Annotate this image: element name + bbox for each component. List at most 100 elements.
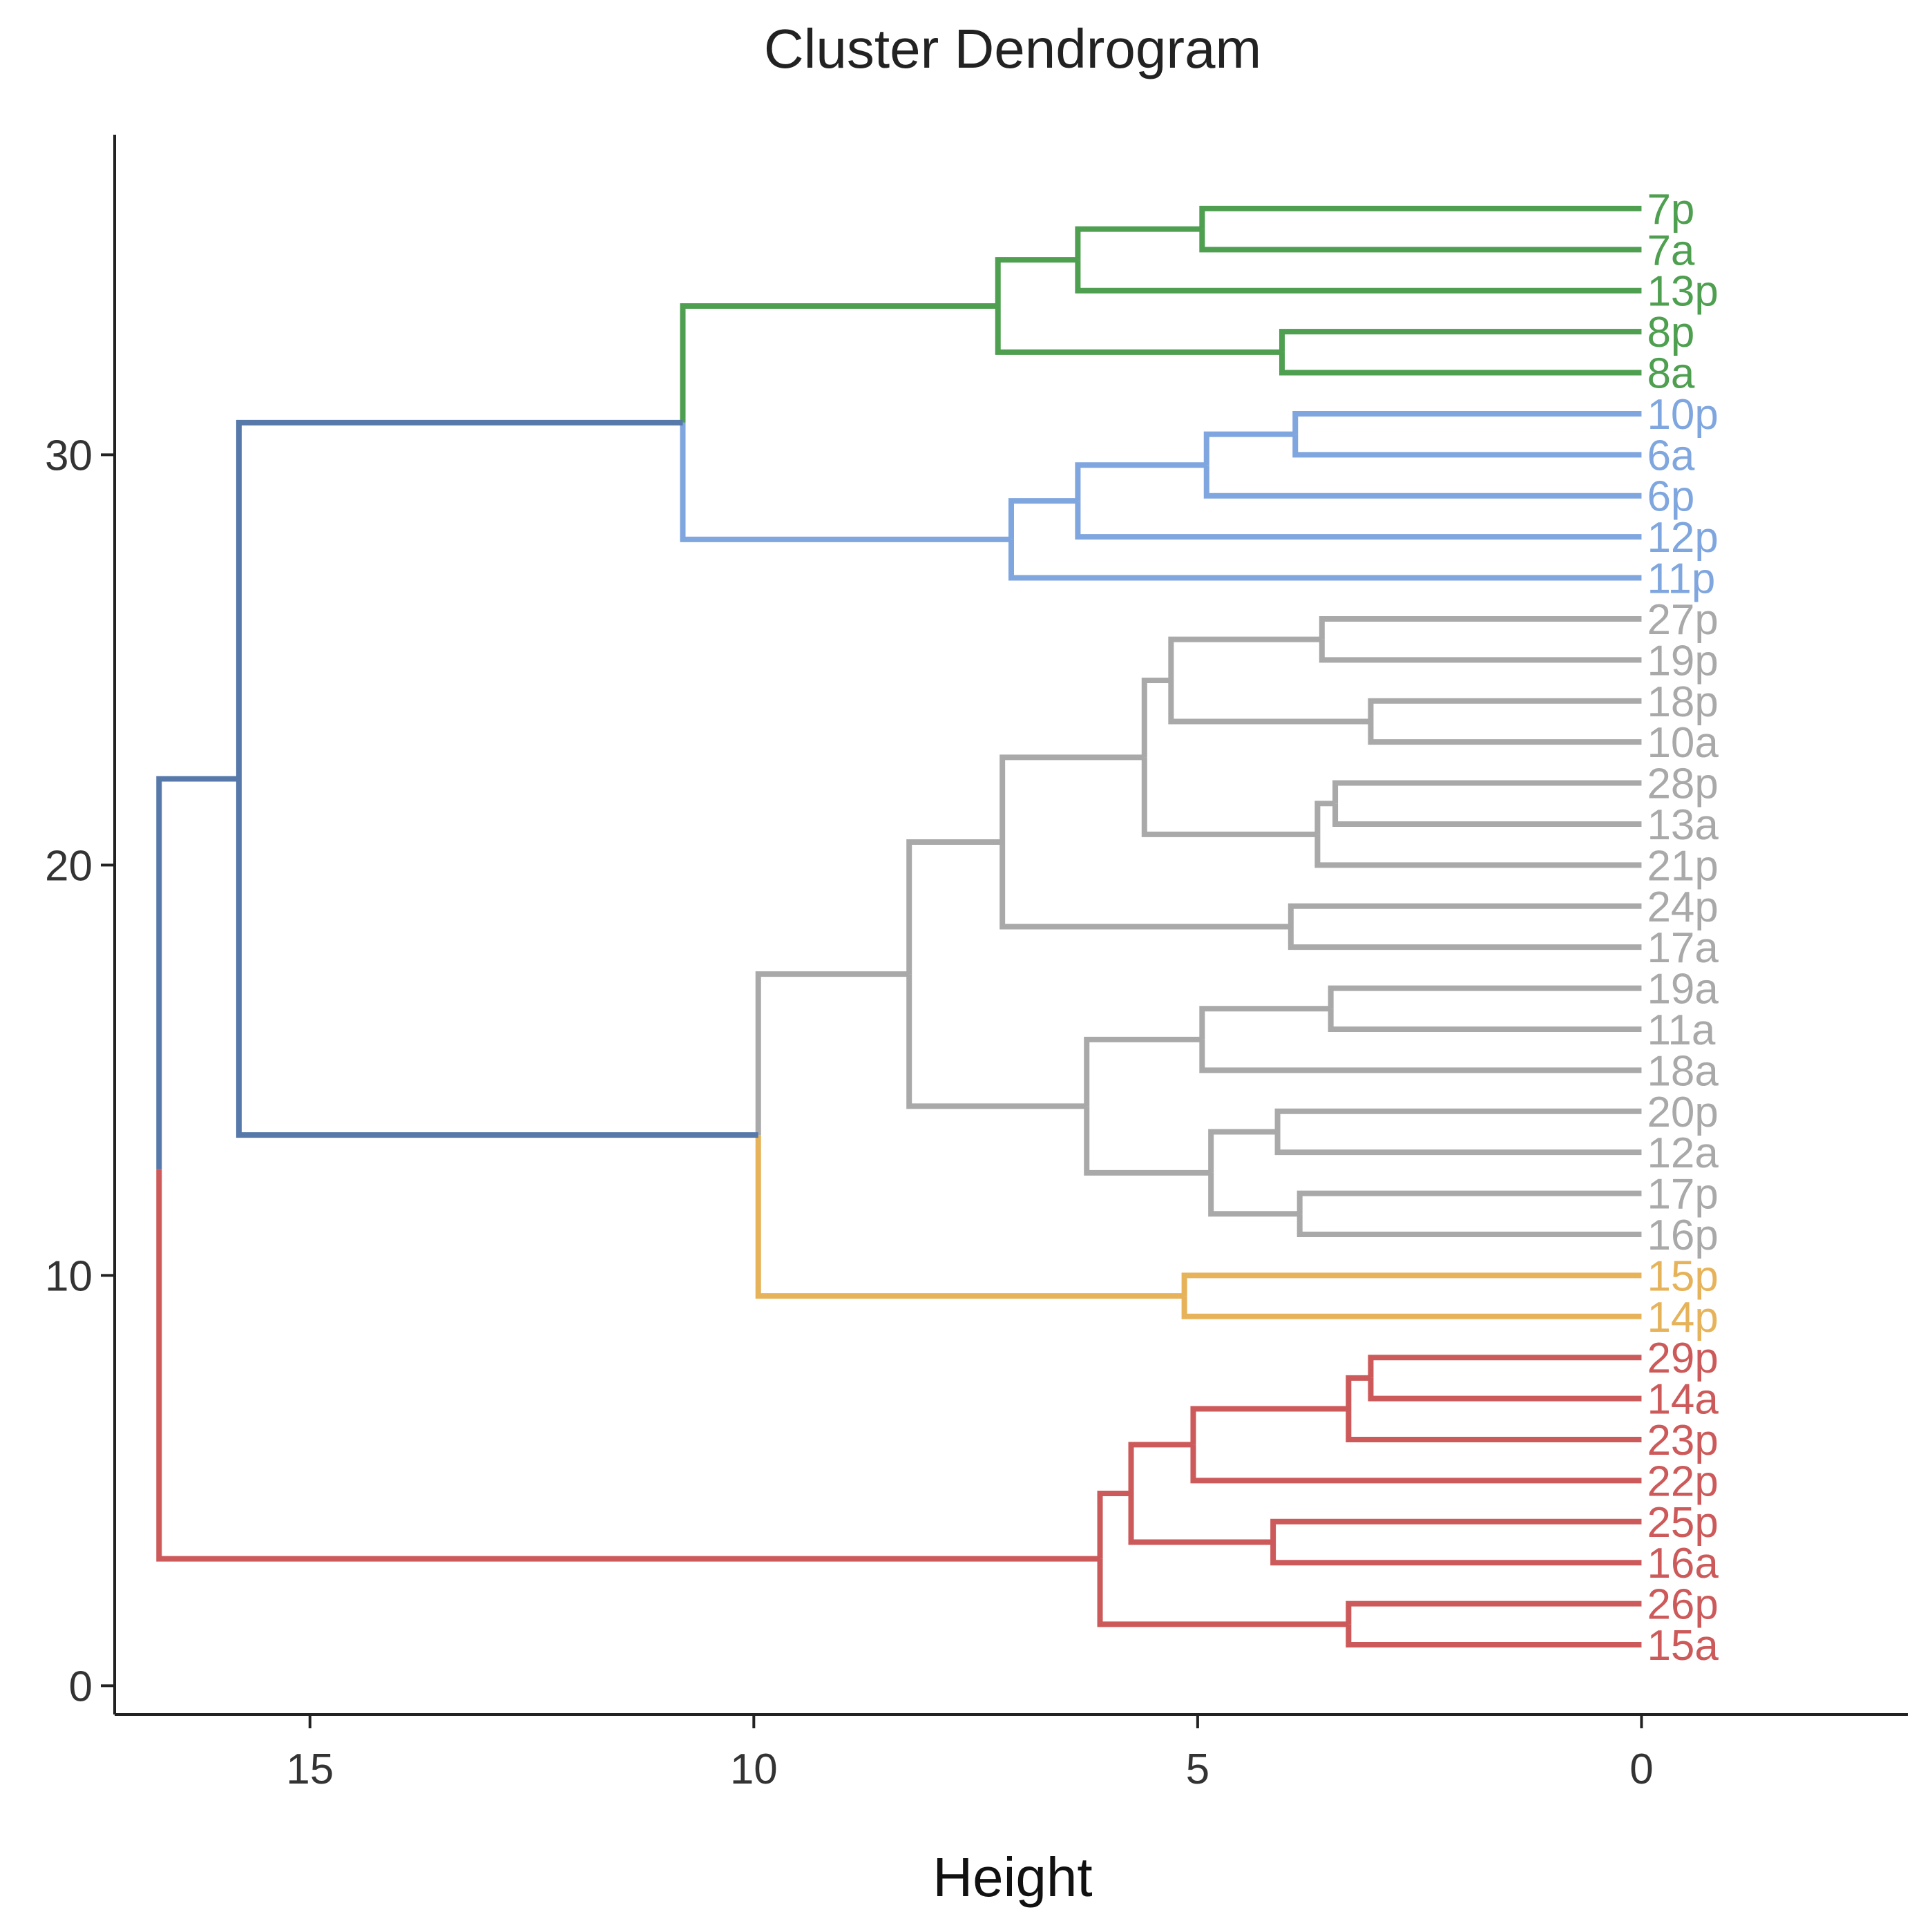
chart-title: Cluster Dendrogram <box>764 18 1261 79</box>
dendrogram-branch <box>1279 329 1642 352</box>
dendrogram-branch <box>1292 410 1642 434</box>
dendrogram-branch <box>1199 1039 1642 1073</box>
leaf-label: 21p <box>1647 842 1718 890</box>
dendrogram-branch <box>156 1169 1100 1562</box>
leaf-label: 23p <box>1647 1417 1718 1464</box>
dendrogram-branch <box>1346 1624 1642 1648</box>
dendrogram-branch <box>1084 1036 1203 1107</box>
dendrogram-branch <box>1008 498 1078 539</box>
dendrogram-branch <box>1297 1214 1642 1237</box>
dendrogram-branch <box>1328 1009 1642 1032</box>
x-tick-label: 10 <box>730 1746 778 1793</box>
leaf-label: 18p <box>1647 678 1718 726</box>
dendrogram-branch <box>1203 431 1296 466</box>
leaf-label: 7a <box>1647 227 1694 274</box>
dendrogram-branch <box>1168 680 1371 725</box>
leaf-label: 11p <box>1647 555 1715 603</box>
dendrogram-branch <box>1097 1490 1131 1559</box>
dendrogram-branch <box>1292 434 1642 458</box>
dendrogram-branch <box>1084 1106 1212 1176</box>
x-tick-label: 15 <box>286 1746 334 1793</box>
dendrogram-branch <box>1368 1355 1642 1378</box>
dendrogram-branch <box>1368 1377 1642 1402</box>
leaf-label: 24p <box>1647 883 1718 931</box>
y-tick-label: 30 <box>45 432 93 479</box>
leaf-label: 6p <box>1647 473 1694 521</box>
leaf-label: 20p <box>1647 1089 1718 1136</box>
dendrogram-branch <box>1288 926 1642 950</box>
leaf-label: 13p <box>1647 268 1718 316</box>
dendrogram-branch <box>1141 757 1318 837</box>
dendrogram-branch <box>1199 229 1642 253</box>
dendrogram-tree <box>156 205 1642 1648</box>
dendrogram-branch <box>1328 985 1642 1009</box>
leaf-label: 16a <box>1647 1540 1719 1587</box>
dendrogram-branch <box>1075 462 1207 501</box>
leaf-label: 10p <box>1647 391 1718 439</box>
leaf-label: 17a <box>1647 924 1719 972</box>
dendrogram-branch <box>1346 1408 1642 1442</box>
leaf-label: 26p <box>1647 1581 1718 1629</box>
dendrogram-branch <box>1319 615 1642 640</box>
dendrogram-branch <box>1168 636 1322 681</box>
dendrogram-branch <box>1190 1406 1349 1445</box>
dendrogram-branch <box>1008 539 1642 581</box>
dendrogram-branch <box>1208 1172 1300 1217</box>
dendrogram-branch <box>156 776 239 1169</box>
dendrogram-branch <box>1181 1296 1642 1319</box>
leaf-label: 22p <box>1647 1458 1718 1505</box>
dendrogram-branch <box>755 971 910 1136</box>
dendrogram-branch <box>995 257 1078 307</box>
leaf-label: 12p <box>1647 514 1718 562</box>
dendrogram-branch <box>1314 801 1336 834</box>
leaf-label: 16p <box>1647 1212 1718 1259</box>
dendrogram-branch <box>755 1135 1185 1299</box>
leaf-label: 15p <box>1647 1252 1718 1300</box>
x-tick-label: 5 <box>1186 1746 1209 1793</box>
dendrogram-branch <box>1368 721 1642 745</box>
leaf-label: 18a <box>1647 1047 1719 1095</box>
leaf-label: 8p <box>1647 309 1694 356</box>
dendrogram-branch <box>1097 1558 1349 1627</box>
dendrogram-branch <box>1181 1272 1642 1297</box>
dendrogram-branch <box>906 839 1003 975</box>
dendrogram-branch <box>1000 754 1145 842</box>
dendrogram-branch <box>1288 903 1642 927</box>
leaf-label: 27p <box>1647 596 1718 644</box>
x-tick-label: 0 <box>1629 1746 1653 1793</box>
dendrogram-branch <box>1332 803 1642 827</box>
dendrogram-branch <box>1297 1190 1642 1214</box>
leaf-label: 6a <box>1647 432 1694 479</box>
leaf-label: 13a <box>1647 801 1719 849</box>
leaf-label: 14a <box>1647 1376 1719 1424</box>
leaf-label: 14p <box>1647 1294 1718 1341</box>
dendrogram-branch <box>1199 205 1642 229</box>
dendrogram-branch <box>1368 698 1642 722</box>
dendrogram-branch <box>680 422 1011 542</box>
dendrogram-branch <box>1141 678 1171 758</box>
leaf-label: 29p <box>1647 1335 1718 1382</box>
leaf-label: 11a <box>1647 1006 1715 1054</box>
dendrogram-branch <box>1190 1444 1642 1484</box>
dendrogram-branch <box>1346 1375 1371 1409</box>
dendrogram-branch <box>1274 1131 1642 1156</box>
dendrogram-branch <box>1128 1493 1274 1545</box>
dendrogram-branch <box>1274 1108 1642 1132</box>
leaf-label: 19p <box>1647 637 1718 685</box>
leaf-labels: 15a26p16a25p22p23p14a29p14p15p16p17p12a2… <box>1647 186 1719 1670</box>
leaf-label: 10a <box>1647 719 1719 767</box>
y-tick-label: 10 <box>45 1252 93 1300</box>
dendrogram-branch <box>1000 841 1291 930</box>
dendrogram-branch <box>680 303 998 423</box>
dendrogram-branch <box>995 306 1282 355</box>
dendrogram-branch <box>1279 352 1642 376</box>
y-tick-label: 20 <box>45 842 93 890</box>
dendrogram-branch <box>1203 465 1642 499</box>
dendrogram-branch <box>1332 780 1642 804</box>
dendrogram-branch <box>1270 1518 1642 1542</box>
dendrogram-branch <box>1319 639 1642 663</box>
dendrogram-branch <box>1128 1442 1194 1493</box>
dendrogram-branch <box>236 419 683 779</box>
axes <box>113 135 1908 1716</box>
